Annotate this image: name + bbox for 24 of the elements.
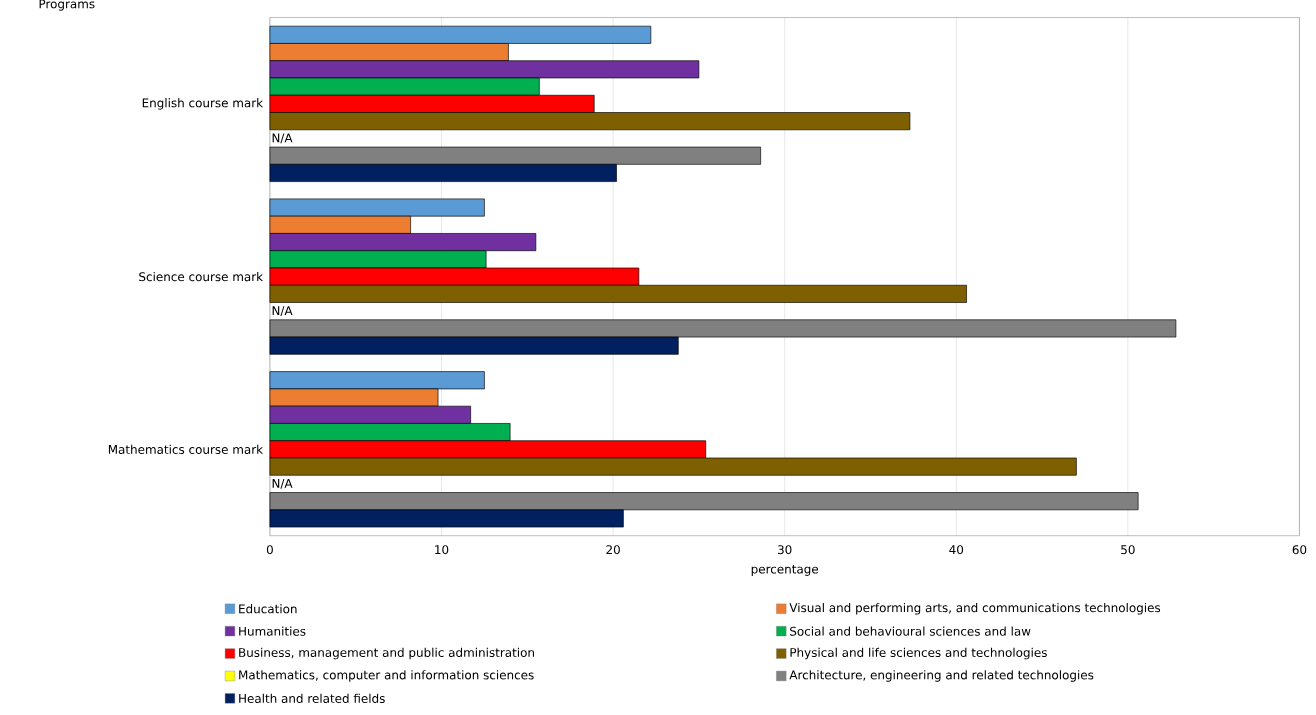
legend-label: Social and behavioural sciences and law	[790, 626, 1031, 636]
y-tick-label: Science course mark	[139, 272, 264, 282]
x-tick-label: 60	[1292, 545, 1307, 555]
legend-label: Physical and life sciences and technologies	[790, 647, 1047, 660]
x-tick-label: 30	[777, 545, 792, 555]
x-tick-label: 0	[266, 545, 273, 555]
legend-label: Education	[239, 604, 297, 614]
x-tick-label: 10	[435, 545, 449, 555]
y-tick-label: English course mark	[142, 98, 264, 110]
y-tick-label: Mathematics course mark	[108, 444, 264, 454]
legend-label: Architecture, engineering and related technologies	[789, 670, 1094, 682]
x-tick-label: 40	[949, 545, 964, 555]
legend-label: Business, management and public administration	[239, 647, 534, 660]
text: N/A	[272, 133, 293, 144]
legend-label: Health and related fields	[239, 693, 385, 704]
legend-label: Mathematics, computer and information sciences	[239, 670, 534, 682]
legend-label: Visual and performing arts, and communications technologies	[789, 603, 1161, 615]
text: N/A	[272, 306, 293, 317]
y-axis-title: Programs	[39, 0, 95, 11]
x-axis-title: percentage	[751, 565, 819, 576]
text: N/A	[272, 479, 293, 489]
x-tick-label: 20	[606, 545, 620, 555]
x-tick-label: 50	[1121, 545, 1135, 555]
legend-label: Humanities	[239, 626, 306, 636]
